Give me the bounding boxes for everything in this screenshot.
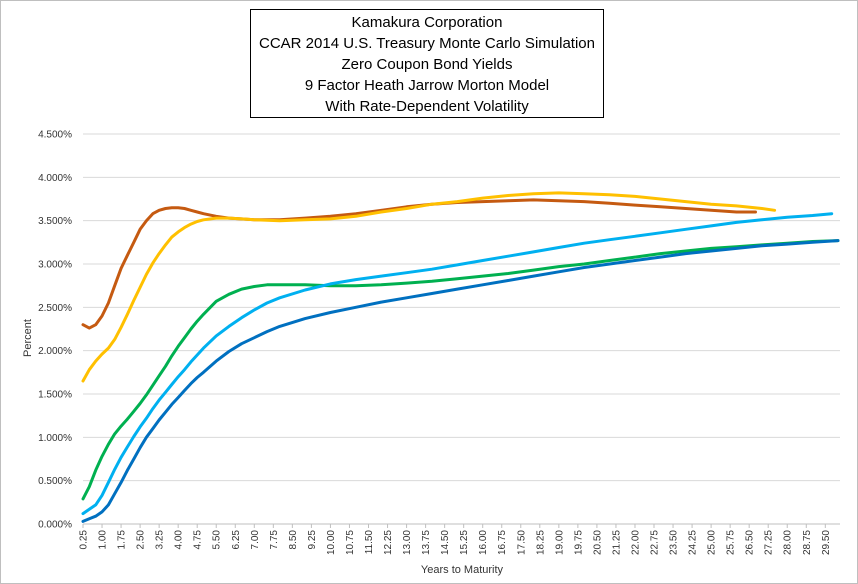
series-line-3 xyxy=(81,239,840,501)
x-tick-label: 25.75 xyxy=(726,530,737,555)
x-tick-label: 4.00 xyxy=(174,530,185,550)
y-axis-title: Percent xyxy=(22,319,34,357)
y-tick-label: 3.500% xyxy=(38,216,72,227)
x-tick-label: 16.00 xyxy=(478,530,489,555)
x-tick-label: 5.50 xyxy=(212,530,223,550)
x-tick-label: 19.00 xyxy=(554,530,565,555)
x-tick-label: 15.25 xyxy=(459,530,470,555)
x-tick-label: 22.75 xyxy=(650,530,661,555)
x-tick-label: 10.75 xyxy=(345,530,356,555)
x-tick-label: 3.25 xyxy=(155,530,166,550)
x-tick-label: 1.75 xyxy=(117,530,128,550)
x-tick-label: 14.50 xyxy=(440,530,451,555)
x-tick-label: 8.50 xyxy=(288,530,299,550)
title-line-1: Kamakura Corporation xyxy=(351,14,503,31)
x-tick-label: 10.00 xyxy=(326,530,337,555)
y-axis-tick-labels: 0.000% 0.500% 1.000% 1.500% 2.000% 2.500% 3.00… xyxy=(38,130,72,531)
x-tick-label: 24.25 xyxy=(688,530,699,555)
y-tick-label: 0.500% xyxy=(38,476,72,487)
y-tick-label: 2.500% xyxy=(38,303,72,314)
x-tick-label: 28.00 xyxy=(783,530,794,555)
x-tick-label: 0.25 xyxy=(79,530,90,550)
x-tick-label: 29.50 xyxy=(821,530,832,555)
x-tick-label: 18.25 xyxy=(535,530,546,555)
x-axis-tick-labels: 0.25 1.00 1.75 2.50 3.25 4.00 4.75 5.50 6.25 7.00… xyxy=(79,524,832,555)
series-lines xyxy=(81,191,840,523)
y-tick-label: 4.500% xyxy=(38,130,72,141)
series-line-2 xyxy=(81,191,777,383)
x-tick-label: 13.00 xyxy=(402,530,413,555)
series-line-4 xyxy=(81,212,834,516)
x-tick-label: 17.50 xyxy=(516,530,527,555)
gridlines xyxy=(83,133,840,525)
x-tick-label: 27.25 xyxy=(764,530,775,555)
x-tick-label: 28.75 xyxy=(802,530,813,555)
title-line-4: 9 Factor Heath Jarrow Morton Model xyxy=(304,77,550,94)
series-line-5 xyxy=(81,239,840,523)
x-tick-label: 9.25 xyxy=(307,530,318,550)
y-tick-label: 2.000% xyxy=(38,346,72,357)
x-axis-title: Years to Maturity xyxy=(421,564,504,576)
x-tick-label: 21.25 xyxy=(611,530,622,555)
x-tick-label: 26.50 xyxy=(745,530,756,555)
x-tick-label: 20.50 xyxy=(592,530,603,555)
x-tick-label: 12.25 xyxy=(383,530,394,555)
y-tick-label: 1.000% xyxy=(38,433,72,444)
x-tick-label: 1.00 xyxy=(98,530,109,550)
x-tick-label: 7.75 xyxy=(269,530,280,550)
title-line-2: CCAR 2014 U.S. Treasury Monte Carlo Simu… xyxy=(259,35,595,52)
title-line-3: Zero Coupon Bond Yields xyxy=(341,56,513,73)
chart-title-box: Kamakura Corporation CCAR 2014 U.S. Trea… xyxy=(250,9,604,118)
title-line-5: With Rate-Dependent Volatility xyxy=(325,98,529,115)
x-tick-label: 6.25 xyxy=(231,530,242,550)
y-tick-label: 0.000% xyxy=(38,520,72,531)
x-tick-label: 23.50 xyxy=(669,530,680,555)
x-tick-label: 16.75 xyxy=(497,530,508,555)
y-tick-label: 3.000% xyxy=(38,260,72,271)
x-tick-label: 19.75 xyxy=(573,530,584,555)
y-tick-label: 1.500% xyxy=(38,390,72,401)
y-tick-label: 4.000% xyxy=(38,173,72,184)
x-tick-label: 11.50 xyxy=(364,530,375,555)
x-tick-label: 22.00 xyxy=(630,530,641,555)
x-tick-label: 25.00 xyxy=(707,530,718,555)
x-tick-label: 4.75 xyxy=(193,530,204,550)
x-tick-label: 2.50 xyxy=(136,530,147,550)
x-tick-label: 7.00 xyxy=(250,530,261,550)
x-tick-label: 13.75 xyxy=(421,530,432,555)
